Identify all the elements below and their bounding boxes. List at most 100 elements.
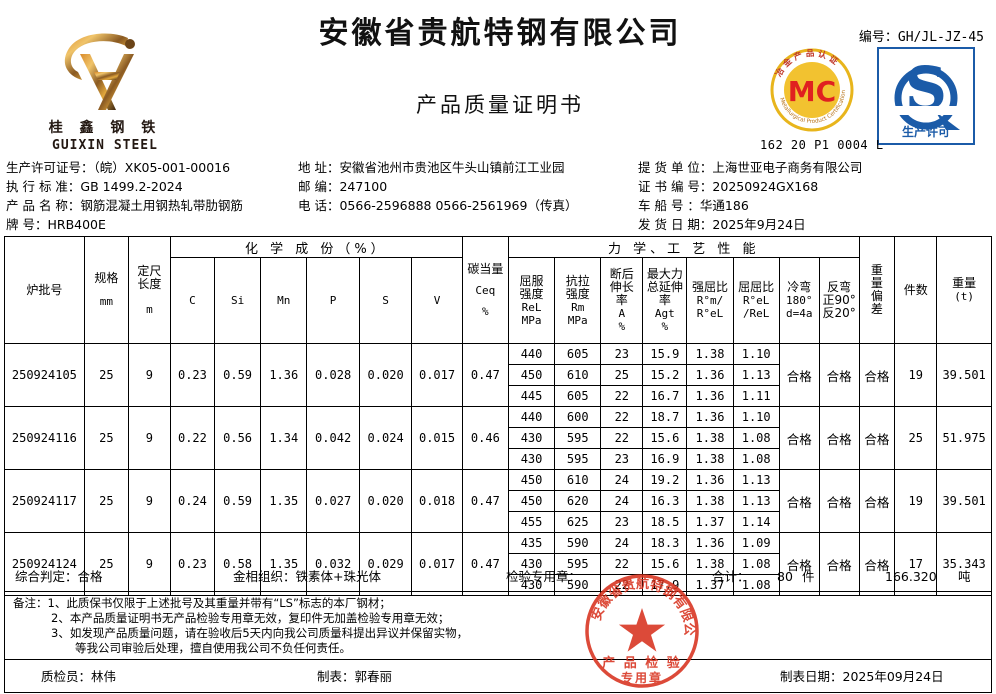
cell-rebend: 合格: [818, 532, 860, 596]
cell-a: 24 24 23: [600, 469, 644, 533]
cell-bend: 合格: [778, 532, 820, 596]
th-strength-ratio-label: 强屈比: [691, 280, 728, 294]
th-length: 定尺 长度 m: [127, 236, 171, 344]
cell-rel-sample: 435: [508, 533, 555, 554]
info-label: 发 货 日 期：: [638, 217, 713, 232]
cell-agt-sample: 18.3: [643, 533, 687, 554]
remarks-title: 备注：: [13, 596, 48, 610]
cell-s: 0.029: [358, 532, 413, 596]
prepared-date-value: 2025年09月24日: [842, 669, 944, 684]
document-number: 编号：GH/JL-JZ-45: [859, 26, 984, 45]
total-pieces-unit: 件: [802, 569, 815, 584]
th-ceq: 碳当量 Ceq %: [461, 236, 509, 344]
th-strength-ratio-l2: R°eL: [696, 307, 724, 320]
th-ceq-symbol: Ceq: [475, 283, 496, 297]
cell-bend: 合格: [778, 469, 820, 533]
th-spec: 规格 mm: [83, 236, 129, 344]
total-pieces-value: 80: [777, 569, 793, 584]
table-group-header-row: 炉批号 规格 mm 定尺 长度 m 化 学 成 份（%） 碳当量 Ceq % 力…: [4, 236, 992, 344]
cell-v: 0.018: [411, 469, 463, 533]
info-row: 地 址：安徽省池州市贵池区牛头山镇前江工业园: [298, 158, 577, 177]
cell-rm-sample: 605: [555, 344, 601, 365]
info-column-left: 生产许可证号：（皖）XK05-001-00016 执 行 标 准：GB 1499…: [6, 158, 243, 234]
th-yield-ratio-l2: /ReL: [742, 307, 770, 320]
cell-ratio1-sample: 1.36: [687, 533, 733, 554]
document-subtitle: 产品质量证明书: [416, 93, 584, 117]
cell-rebend: 合格: [818, 469, 860, 533]
th-agt-unit: %: [661, 320, 669, 333]
cell-spec: 25: [83, 406, 129, 470]
cell-rel: 440 450 445: [507, 343, 556, 407]
cell-weight: 39.501: [936, 469, 992, 533]
cell-rm-sample: 610: [555, 470, 601, 491]
th-length-label-1: 定尺: [137, 263, 162, 278]
th-agt: 最大力 总延伸率 Agt %: [642, 257, 688, 344]
inspector-value: 林伟: [91, 669, 117, 684]
total-label: 合计：: [712, 569, 750, 584]
cell-rm-sample: 605: [566, 389, 589, 403]
cell-length: 9: [127, 406, 171, 470]
th-weight-label: 重量: [952, 276, 977, 290]
cell-a-sample: 24: [601, 491, 643, 512]
info-row: 提 货 单 位：上海世亚电子商务有限公司: [638, 158, 862, 177]
info-value: 20250924GX168: [712, 179, 819, 194]
cell-ratio2: 1.10 1.08 1.08: [732, 406, 780, 470]
th-ceq-unit: %: [482, 304, 489, 318]
cell-agt: 18.7 15.6 16.9: [642, 406, 688, 470]
metallography-label: 金相组织：: [233, 569, 296, 584]
logo-mark-icon: [50, 28, 160, 116]
info-label: 提 货 单 位：: [638, 160, 713, 175]
th-si: Si: [213, 257, 262, 344]
cell-ratio2-sample: 1.08: [733, 554, 779, 575]
info-row: 电 话：0566-2596888 0566-2561969（传真）: [298, 196, 577, 215]
cell-agt-sample: 16.3: [643, 491, 687, 512]
cell-ratio1-sample: 1.38: [687, 491, 733, 512]
cell-mn: 1.35: [260, 469, 308, 533]
remarks-line: 备注：1、此质保书仅限于上述批号及其重量并带有“LS”标志的本厂钢材；: [5, 596, 991, 611]
table-row: 250924105 25 9 0.23 0.59 1.36 0.028 0.020 0.017 0…: [4, 343, 992, 407]
info-label: 电 话：: [298, 198, 340, 213]
table-row: 250924117 25 9 0.24 0.59 1.35 0.027 0.020 0.018 0…: [4, 469, 992, 533]
th-yield-ratio-label: 屈屈比: [738, 280, 775, 294]
cell-ratio2-sample: 1.10: [733, 407, 779, 428]
summary-bar: 综合判定：合格 金相组织：铁素体+珠光体 检验专用章： 合计： 80 件 166…: [4, 561, 992, 592]
cell-rebend: 合格: [818, 343, 860, 407]
cell-pieces: 17: [894, 532, 938, 596]
cell-rel: 440 430 430: [507, 406, 556, 470]
cell-rebend: 合格: [818, 406, 860, 470]
cell-length: 9: [127, 343, 171, 407]
cell-rm: 610 620 625: [554, 469, 602, 533]
cell-rm-sample: 590: [555, 533, 601, 554]
cell-a-sample: 23: [614, 452, 630, 466]
cell-ratio2-sample: 1.08: [741, 578, 771, 592]
cell-ratio1-sample: 1.37: [695, 515, 725, 529]
cell-ratio2: 1.09 1.08 1.08: [732, 532, 780, 596]
th-yield-unit: MPa: [521, 313, 542, 327]
info-label: 邮 编：: [298, 179, 340, 194]
th-agt-symbol: Agt: [654, 307, 675, 320]
info-row: 产 品 名 称：钢筋混凝土用钢热轧带肋钢筋: [6, 196, 243, 215]
cell-p: 0.028: [306, 343, 360, 407]
cell-lot: 250924116: [4, 406, 85, 470]
cell-rm-sample: 595: [555, 554, 601, 575]
cell-rm: 600 595 595: [554, 406, 602, 470]
cell-a-sample: 23: [601, 344, 643, 365]
cell-length: 9: [127, 469, 171, 533]
sq-production-license-seal-icon: S 生产许可: [876, 46, 976, 146]
info-row: 发 货 日 期：2025年9月24日: [638, 215, 862, 234]
total-weight-value: 166.320: [885, 569, 937, 584]
cell-v: 0.015: [411, 406, 463, 470]
cell-rel-sample: 430: [520, 578, 543, 592]
th-elongation: 断后 伸长率 A %: [600, 257, 644, 344]
info-value: 华通186: [699, 198, 749, 213]
cell-agt-sample: 15.2: [643, 365, 687, 386]
cell-wdev: 合格: [858, 469, 896, 533]
cell-rel-sample: 450: [508, 470, 555, 491]
cell-ratio2-sample: 1.08: [733, 428, 779, 449]
table-row: 250924124 25 9 0.23 0.58 1.35 0.032 0.029 0.017 0…: [4, 532, 992, 596]
cell-si: 0.59: [213, 343, 262, 407]
cell-mn: 1.36: [260, 343, 308, 407]
th-yield-ratio: 屈屈比 R°eL /ReL: [732, 257, 780, 344]
cell-ratio1-sample: 1.36: [695, 389, 725, 403]
info-value: HRB400E: [47, 217, 106, 232]
